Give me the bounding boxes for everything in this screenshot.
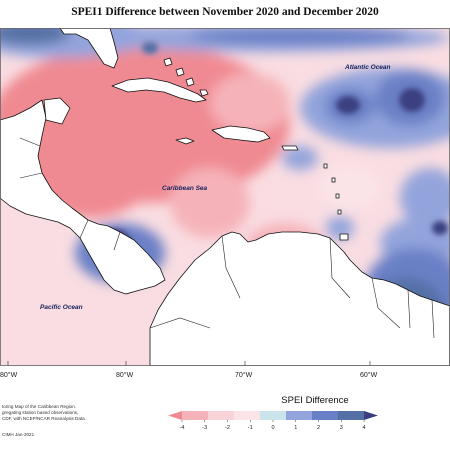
bahamas-3 — [185, 77, 195, 87]
tick-lon-3: 60°W — [360, 372, 378, 379]
legend-swatch-6 — [312, 411, 339, 420]
legend-swatch-3 — [234, 411, 261, 420]
legend-tick-1: -3 — [202, 425, 207, 431]
legend-tick-0: -4 — [180, 425, 185, 431]
legend-tick-4: 0 — [271, 425, 274, 431]
legend-tick-5: 1 — [294, 425, 297, 431]
cuba — [111, 77, 207, 103]
spei-map — [0, 28, 450, 366]
legend-tick-3: -1 — [248, 425, 253, 431]
legend-tick-7: 3 — [340, 425, 343, 431]
legend-arrow-high — [364, 411, 378, 420]
yucatan — [43, 97, 71, 125]
legend-tick-8: 4 — [362, 425, 365, 431]
borders — [19, 137, 435, 339]
note-line-3: CDF, with NCEP/NCAR Reanalysis Data. — [2, 416, 86, 421]
legend-swatch-1 — [182, 411, 209, 420]
legend-title: SPEI Difference — [281, 395, 349, 406]
note-line-2: gregating station based observations, — [2, 410, 79, 415]
puerto-rico — [281, 145, 299, 151]
trinidad — [339, 233, 349, 241]
note-line-1: toring Map of the Caribbean Region. — [2, 404, 77, 409]
south-america — [149, 231, 450, 366]
legend-tick-6: 2 — [317, 425, 320, 431]
legend-colorbar: -4 -3 -2 -1 0 1 2 3 4 — [168, 411, 378, 431]
florida — [59, 28, 119, 69]
legend-swatch-5 — [286, 411, 313, 420]
legend-swatch-7 — [338, 411, 365, 420]
tick-lon-1: 80°W — [116, 372, 134, 379]
legend-swatch-4 — [260, 411, 287, 420]
legend-arrow-low — [168, 411, 182, 420]
label-caribbean-sea: Caribbean Sea — [162, 185, 208, 192]
antilles-2 — [331, 177, 336, 183]
bahamas-1 — [163, 57, 173, 67]
land — [0, 28, 450, 366]
map-title: SPEI1 Difference between November 2020 a… — [71, 6, 379, 18]
tick-lon-0: 80°W — [0, 372, 18, 379]
bahamas-4 — [199, 89, 209, 97]
central-america — [0, 99, 166, 295]
tick-lon-2: 70°W — [235, 372, 253, 379]
label-atlantic-ocean: Atlantic Ocean — [345, 64, 391, 71]
antilles-1 — [323, 163, 328, 169]
antilles-3 — [335, 193, 340, 199]
antilles-4 — [337, 209, 342, 215]
label-pacific-ocean: Pacific Ocean — [40, 304, 83, 311]
jamaica — [175, 137, 195, 145]
legend-tick-2: -2 — [225, 425, 230, 431]
bahamas-2 — [175, 67, 185, 77]
credit: CIMH Jan-2021 — [2, 432, 35, 437]
hispaniola — [211, 125, 271, 143]
legend-swatch-2 — [208, 411, 235, 420]
